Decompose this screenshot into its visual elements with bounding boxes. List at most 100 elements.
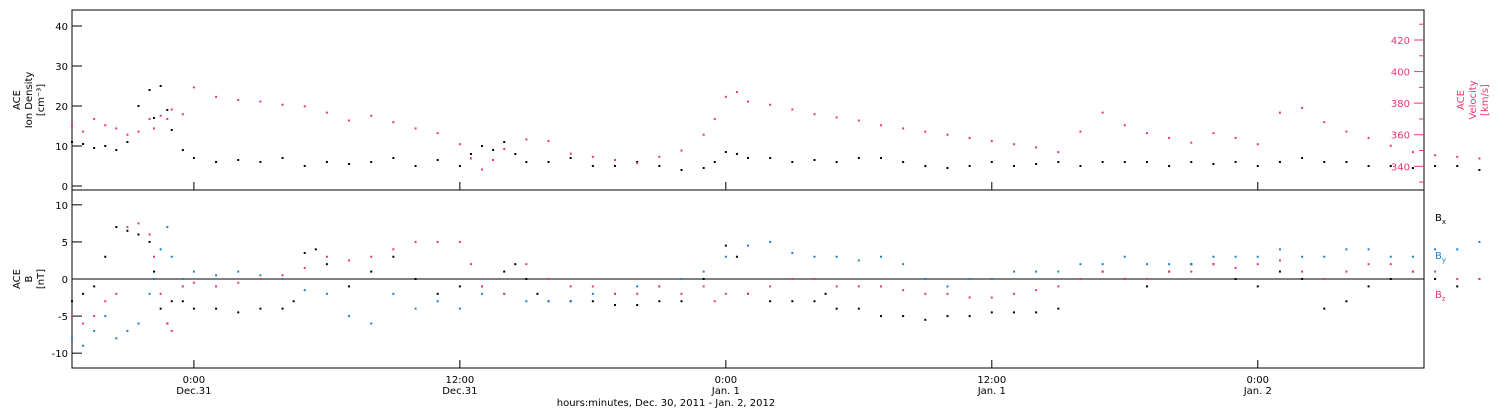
p1-data-point-black (835, 161, 838, 163)
p2-data-point-Bz (1278, 259, 1281, 262)
p1-data-point-pink (1411, 151, 1414, 154)
p2-data-point-Bz (835, 285, 838, 288)
p1-data-point-black (126, 141, 129, 143)
p2-data-point-Bx (104, 255, 107, 258)
p2-data-point-Bz (1256, 263, 1259, 266)
p1-data-point-pink (1079, 130, 1082, 133)
p2-data-point-Bx (1389, 278, 1392, 280)
p2-data-point-Bx (314, 248, 317, 251)
p2-data-point-Bz (237, 281, 240, 284)
p1-data-point-pink (636, 162, 639, 165)
p1-data-point-black (481, 145, 484, 147)
p1-data-point-black (1256, 165, 1259, 167)
p2-data-point-By (569, 300, 572, 303)
p2-data-point-By (924, 278, 927, 280)
p2-data-point-Bz (747, 292, 749, 295)
p2-data-point-Bz (569, 285, 572, 288)
p1-data-point-pink (115, 127, 118, 130)
p2-data-point-By (1101, 263, 1104, 266)
p1-data-point-pink (525, 138, 528, 141)
p2-data-point-By (414, 307, 417, 310)
p2-data-point-Bx (702, 278, 705, 280)
p2-data-point-By (747, 244, 749, 247)
p2-data-point-By (458, 307, 461, 310)
p1-data-point-pink (104, 124, 107, 127)
p1-data-point-black (192, 157, 195, 159)
p1-data-point-pink (481, 168, 484, 171)
p1-data-point-pink (879, 124, 882, 127)
p2-data-point-Bz (857, 285, 860, 288)
p1-data-point-black (325, 161, 328, 163)
p2-data-point-Bz (137, 222, 140, 225)
p2-data-point-Bx (968, 315, 971, 318)
p1-data-point-black (813, 159, 816, 161)
p1-data-point-pink (946, 133, 949, 136)
p1-data-point-black (724, 151, 727, 153)
p2-data-point-Bz (436, 240, 439, 243)
p2-data-point-Bz (126, 226, 129, 229)
p2-data-point-By (1145, 263, 1148, 266)
p1-data-point-black (1190, 161, 1193, 163)
p1-data-point-pink (1168, 136, 1171, 139)
p2-data-point-Bx (170, 300, 173, 303)
p2-data-point-Bx (1278, 270, 1281, 273)
p1-data-point-black (1012, 165, 1015, 167)
p1-data-point-pink (1190, 141, 1193, 144)
p1-right-tick-label: 400 (1391, 68, 1410, 79)
p1-data-point-pink (1434, 154, 1437, 157)
p2-data-point-Bx (1434, 278, 1437, 280)
p2-data-point-By (591, 292, 594, 295)
p2-data-point-Bx (292, 300, 295, 303)
p2-data-point-Bx (1256, 285, 1259, 288)
p1-data-point-pink (126, 133, 129, 136)
p1-data-point-pink (791, 108, 794, 111)
p1-data-point-black (215, 161, 218, 163)
p2-data-point-Bz (281, 274, 284, 277)
p2-data-point-By (166, 226, 169, 229)
p2-data-point-By (137, 322, 140, 325)
p2-data-point-Bz (503, 292, 506, 295)
p2-data-point-By (813, 255, 816, 258)
p1-data-point-pink (192, 86, 195, 89)
p2-data-point-By (126, 329, 129, 332)
p1-data-point-black (713, 161, 716, 163)
legend-by-sub: y (1442, 256, 1446, 264)
p2-data-point-Bx (458, 285, 461, 288)
p1-data-point-pink (569, 152, 572, 155)
p2-data-point-Bx (536, 292, 539, 295)
p2-data-point-Bz (968, 296, 971, 299)
legend: Bx By Bz (1435, 213, 1446, 303)
p2-data-point-Bz (1434, 270, 1437, 273)
p2-data-point-Bz (104, 300, 107, 303)
p2-data-point-Bz (1079, 278, 1082, 280)
x-axis-caption: hours:minutes, Dec. 30, 2011 - Jan. 2, 2… (557, 398, 775, 409)
p1-data-point-pink (370, 114, 373, 117)
p2-data-point-Bx (137, 233, 140, 236)
p2-data-point-By (990, 278, 993, 280)
p1-data-point-black (1478, 169, 1481, 171)
p2-data-point-Bx (1035, 311, 1038, 314)
p2-data-point-By (769, 240, 772, 243)
p2-data-point-By (1057, 270, 1060, 273)
p2-data-point-By (348, 315, 351, 318)
p1-data-point-pink (137, 130, 140, 133)
p2-data-point-By (791, 252, 794, 255)
p2-data-point-Bx (879, 315, 882, 318)
p2-data-point-Bz (924, 292, 927, 295)
p2-data-point-Bx (503, 270, 506, 273)
p2-data-point-Bz (93, 315, 96, 318)
p1-ylabel-line-2: Ion Density (24, 72, 35, 129)
p2-data-point-Bz (1212, 263, 1215, 266)
legend-bx-text: B (1435, 213, 1442, 224)
p1-right-tick-label: 360 (1391, 131, 1410, 142)
p2-data-point-Bz (170, 329, 173, 332)
p1-data-point-black (1411, 167, 1414, 169)
p1-data-point-pink (1301, 106, 1304, 109)
p1-ylabel-line-1: ACE (12, 90, 23, 110)
p1-data-point-black (104, 145, 107, 147)
p1-data-point-pink (436, 132, 439, 135)
p2-data-point-By (1212, 255, 1215, 258)
p2-data-point-Bx (1012, 311, 1015, 314)
p2-data-point-By (1256, 255, 1259, 258)
p2-data-point-Bx (990, 311, 993, 314)
